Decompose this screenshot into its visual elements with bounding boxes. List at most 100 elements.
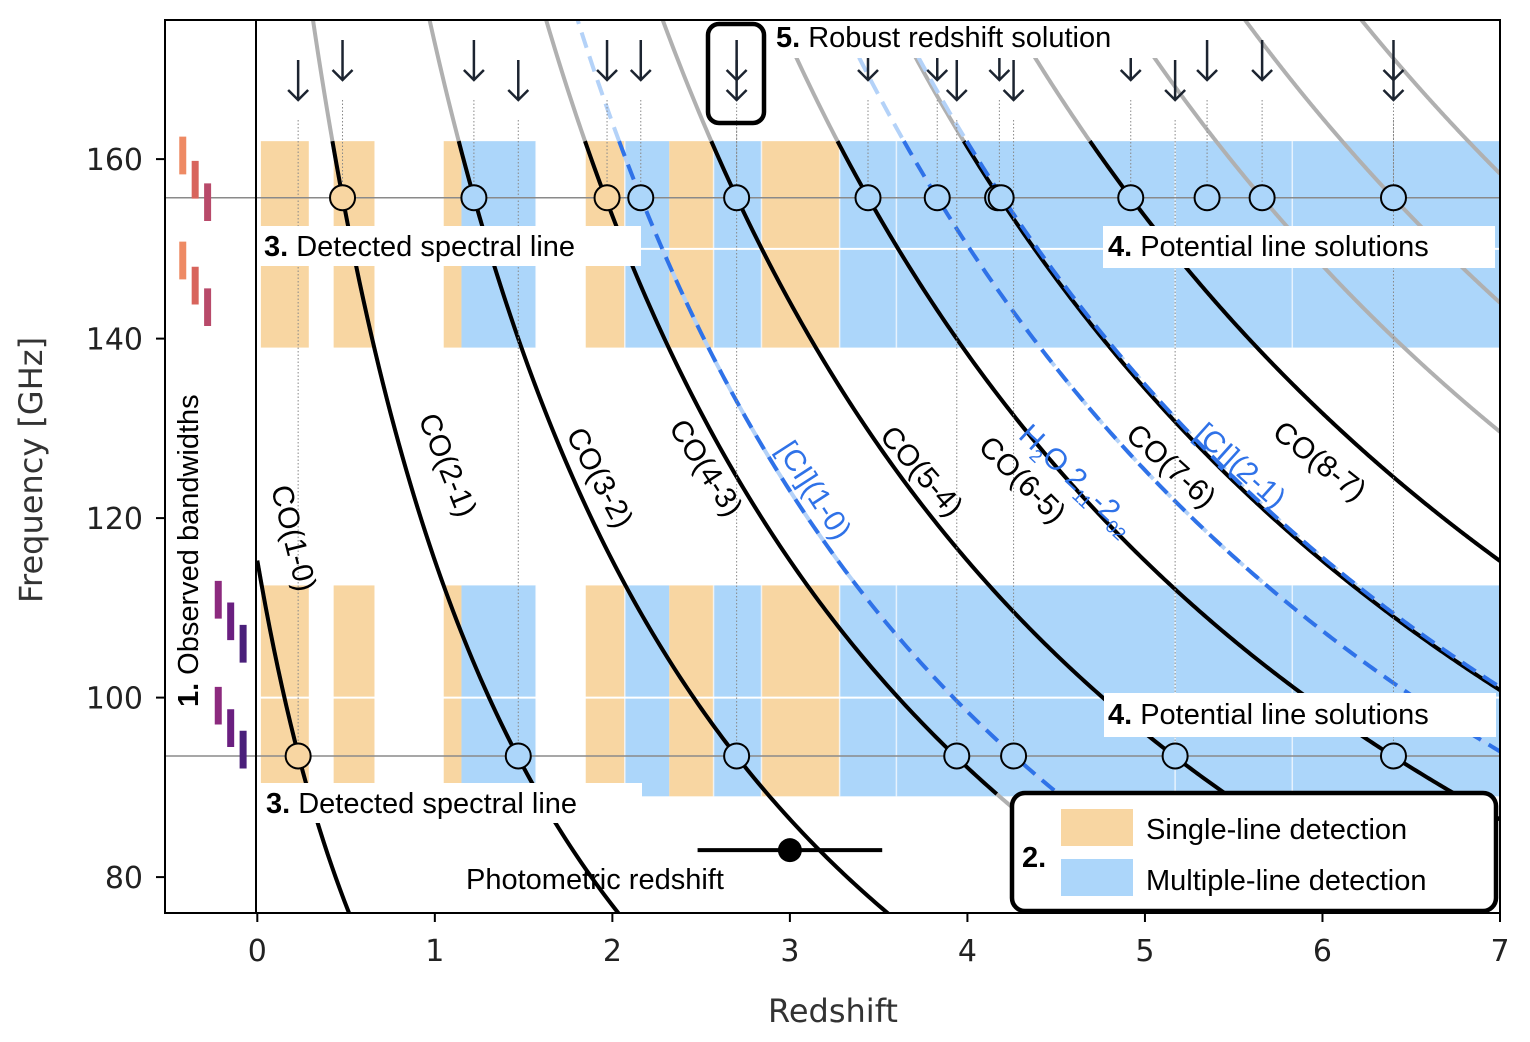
redshift-arrows: [287, 40, 1405, 102]
y-tick-label: 80: [105, 861, 143, 896]
photometric-redshift: Photometric redshift: [466, 838, 883, 896]
legend-single-swatch: [1061, 809, 1133, 846]
solution-marker: [943, 742, 971, 770]
dashed-line-curve: [902, 140, 1500, 754]
solution-marker: [923, 184, 951, 212]
potential-upper-text: Potential line solutions: [1140, 231, 1429, 263]
arrow-head: [857, 69, 879, 82]
single-line-band: [443, 585, 462, 797]
plot-frame: [164, 19, 1501, 914]
legend-single-label: Single-line detection: [1146, 814, 1407, 846]
potential-lower-text: Potential line solutions: [1140, 699, 1429, 731]
solution-marker: [1379, 184, 1407, 212]
down-arrow: [1196, 40, 1218, 82]
potential-upper-num: 4.: [1108, 231, 1132, 263]
arrow-head: [596, 69, 618, 82]
arrow-head: [945, 89, 968, 102]
grey-curve: [1358, 20, 1500, 176]
curve-labels: CO(1-0)CO(2-1) CO(3-2) CO(4-3) [CI](1-0) CO(…: [264, 409, 1372, 595]
arrow-head: [725, 89, 748, 102]
detected-upper-text: Detected spectral line: [296, 231, 575, 263]
single-line-band: [761, 141, 840, 348]
arrow-head: [1002, 89, 1025, 102]
solution-marker: [329, 184, 357, 212]
line-curve: [962, 140, 1500, 692]
detected-lower-num: 3.: [266, 788, 290, 820]
x-tick-label: 6: [1313, 934, 1332, 969]
down-arrow: [725, 60, 748, 102]
arrow-head: [463, 69, 485, 82]
arrow-head: [287, 89, 310, 102]
photometric-label: Photometric redshift: [466, 864, 724, 896]
arrow-head: [331, 69, 354, 82]
down-arrow: [1382, 60, 1405, 102]
x-tick-label: 7: [1490, 934, 1509, 969]
svg-text:4.Potential line solutions: 4. Potential line solutions: [1108, 231, 1429, 263]
x-tick-label: 1: [425, 934, 444, 969]
detected-line-upper-annotation: 3. Detected spectral line: [259, 226, 641, 266]
down-arrow: [463, 40, 485, 82]
arrow-head: [1196, 69, 1218, 82]
curve-label: CO(4-3): [662, 414, 749, 523]
x-axis-title: Redshift: [768, 992, 898, 1030]
solution-marker: [627, 184, 655, 212]
svg-text:5.Robust redshift solution: 5. Robust redshift solution: [776, 22, 1111, 54]
arrow-head: [988, 69, 1011, 82]
x-tick-label: 4: [958, 934, 977, 969]
multi-line-band: [624, 585, 670, 797]
down-arrow: [1002, 60, 1025, 102]
x-tick-label: 5: [1135, 934, 1154, 969]
down-arrow: [596, 40, 618, 82]
potential-solutions-upper-annotation: 4. Potential line solutions: [1103, 226, 1495, 268]
down-arrow: [629, 40, 652, 82]
x-tick-label: 2: [603, 934, 622, 969]
solution-marker: [987, 184, 1015, 212]
down-arrow: [287, 60, 310, 102]
svg-text:4.Potential line solutions: 4. Potential line solutions: [1108, 699, 1429, 731]
single-line-band: [761, 585, 840, 797]
y-axis-title: Frequency [GHz]: [12, 337, 50, 603]
down-arrow: [331, 40, 354, 82]
line-curve: [330, 140, 621, 913]
curve-label: CO(2-1): [412, 409, 483, 522]
x-tick-label: 3: [780, 934, 799, 969]
y-tick-label: 160: [86, 143, 143, 178]
solution-marker: [1000, 742, 1028, 770]
solution-marker: [593, 184, 621, 212]
observed-bandwidth-segments: [179, 136, 247, 769]
robust-text: Robust redshift solution: [808, 22, 1111, 54]
arrow-head: [926, 69, 949, 82]
detected-lower-text: Detected spectral line: [298, 788, 577, 820]
svg-text:3.Detected spectral line: 3. Detected spectral line: [266, 788, 577, 820]
down-arrow: [945, 60, 968, 102]
curve-label: CO(1-0): [264, 482, 322, 595]
legend-multi-label: Multiple-line detection: [1146, 865, 1426, 897]
legend-multi-swatch: [1061, 859, 1133, 896]
arrow-head: [629, 69, 652, 82]
solution-marker: [1248, 184, 1276, 212]
svg-text:3.Detected spectral line: 3. Detected spectral line: [264, 231, 575, 263]
detected-upper-num: 3.: [264, 231, 288, 263]
axis-ticks: 0 1 2 3 4 5 6 7 80 100 120 140 160: [86, 143, 1510, 969]
line-curve: [456, 140, 891, 913]
solution-marker: [1161, 742, 1189, 770]
solution-marker: [504, 742, 532, 770]
down-arrow: [1251, 40, 1273, 82]
y-tick-label: 100: [86, 682, 143, 717]
arrow-head: [1382, 89, 1405, 102]
observed-bandwidths-label: 1. Observed bandwidths: [173, 394, 205, 707]
potential-solutions-lower-annotation: 4. Potential line solutions: [1104, 693, 1496, 737]
arrow-head: [1164, 89, 1187, 102]
detected-line-lower-annotation: 3. Detected spectral line: [260, 783, 642, 823]
arrow-head: [507, 89, 530, 102]
down-arrow: [1164, 60, 1187, 102]
dashed-curve-light: [575, 20, 1234, 913]
observed-num: 1.: [173, 683, 205, 707]
line-curve: [583, 140, 999, 796]
observed-text: Observed bandwidths: [173, 394, 205, 675]
solution-marker: [854, 184, 882, 212]
photometric-point: [777, 838, 802, 863]
robust-solution-annotation: 5. Robust redshift solution: [705, 16, 1184, 126]
dashed-line-curve: [964, 140, 1500, 689]
